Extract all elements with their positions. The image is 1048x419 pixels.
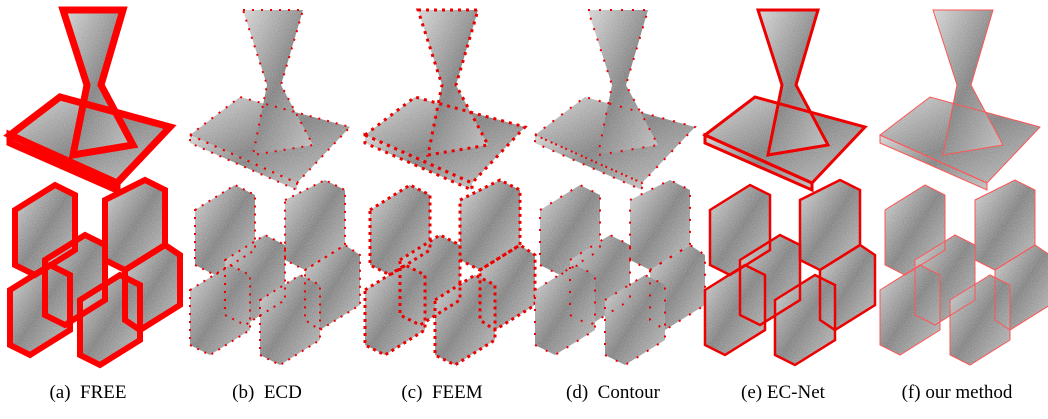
- caption: (d) Contour: [528, 382, 698, 404]
- panel-d-bottom: [535, 180, 705, 365]
- panel-c-bottom: [365, 180, 535, 365]
- figure-panels: [0, 0, 1048, 380]
- caption: (b) ECD: [182, 382, 352, 404]
- panel-f-top: [880, 10, 1040, 190]
- panel-e-top: [705, 10, 865, 190]
- caption: (c) FEEM: [357, 382, 527, 404]
- panel-f-bottom: [880, 180, 1048, 365]
- panel-e-bottom: [705, 180, 875, 365]
- panel-a-bottom: [10, 180, 180, 365]
- panel-b-bottom: [190, 180, 360, 365]
- caption: (a) FREE: [3, 382, 173, 404]
- caption: (e) EC-Net: [698, 382, 868, 404]
- panel-a-top: [10, 10, 170, 190]
- caption: (f) our method: [872, 382, 1042, 404]
- panel-c-top: [365, 10, 525, 190]
- figure: (a) FREE (b) ECD (c) FEEM (d) Contour (e…: [0, 0, 1048, 419]
- panel-b-top: [190, 10, 350, 190]
- panel-d-top: [535, 10, 695, 190]
